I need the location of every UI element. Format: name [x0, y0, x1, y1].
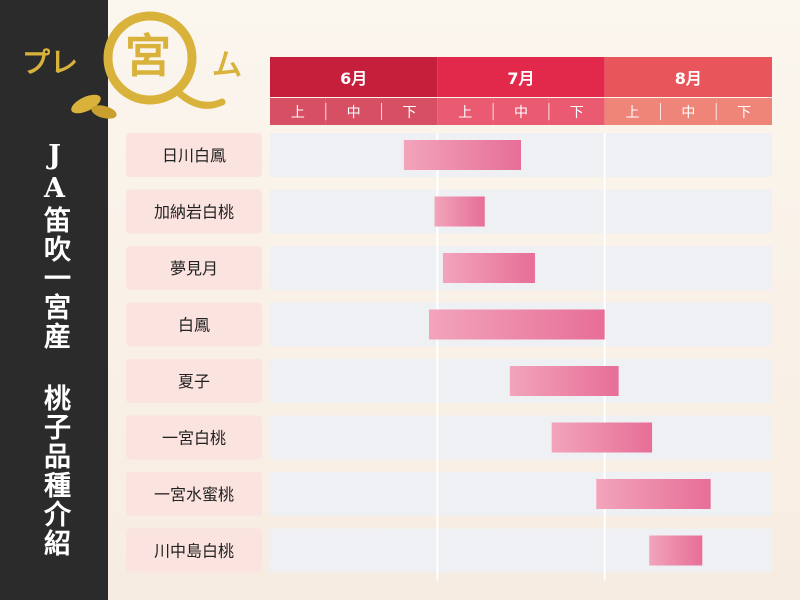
month-label: 6月	[340, 69, 367, 88]
page-title: JA笛吹一宮産 桃子品種介紹	[39, 140, 70, 558]
month-header	[604, 57, 772, 97]
period-label: 下	[570, 105, 584, 121]
month-label: 7月	[507, 69, 534, 88]
period-label: 中	[347, 105, 361, 121]
variety-label-box	[126, 246, 262, 290]
logo-text-left: プレ	[22, 46, 78, 79]
period-header	[716, 98, 772, 125]
variety-label-box	[126, 528, 262, 573]
period-header	[493, 98, 549, 125]
period-label: 上	[458, 105, 472, 121]
variety-label: 白鳳	[178, 316, 210, 335]
variety-label-box	[126, 302, 262, 347]
harvest-bar	[442, 253, 535, 283]
month-header	[437, 57, 605, 97]
month-header	[270, 57, 438, 97]
logo-ring	[103, 11, 197, 105]
variety-label-box	[126, 472, 262, 516]
period-header	[325, 98, 382, 125]
variety-label-box	[126, 133, 262, 177]
period-header	[660, 98, 717, 125]
period-header	[548, 98, 605, 125]
variety-label-box	[126, 415, 262, 460]
leaf-icon	[91, 105, 117, 119]
period-label: 下	[737, 105, 751, 121]
variety-label-box	[126, 189, 262, 234]
period-header	[381, 98, 438, 125]
variety-label: 加納岩白桃	[154, 203, 234, 222]
harvest-bar	[509, 366, 619, 396]
harvest-bar	[403, 140, 521, 170]
harvest-bar	[596, 479, 711, 509]
period-header	[270, 98, 326, 125]
logo-tail	[174, 88, 226, 109]
variety-label: 一宮白桃	[162, 429, 226, 448]
chart-row	[270, 189, 772, 234]
month-label: 8月	[675, 69, 702, 88]
variety-label: 夏子	[178, 372, 210, 391]
logo-text-right: ム	[212, 48, 242, 83]
period-header	[604, 98, 661, 125]
period-label: 上	[291, 105, 305, 121]
period-label: 中	[514, 105, 528, 121]
harvest-bar	[551, 422, 653, 453]
brand-logo: プレ 宮 ム	[22, 11, 242, 119]
chart-row	[270, 415, 772, 460]
period-label: 下	[402, 105, 416, 121]
period-label: 中	[681, 105, 695, 121]
period-label: 上	[626, 105, 640, 121]
leaf-icon	[71, 94, 101, 114]
harvest-bar	[428, 309, 605, 340]
harvest-bar	[434, 196, 485, 227]
variety-label: 川中島白桃	[154, 542, 234, 561]
variety-label: 日川白鳳	[162, 146, 226, 165]
variety-label-box	[126, 359, 262, 403]
harvest-bar	[649, 535, 703, 566]
variety-label: 夢見月	[170, 259, 218, 278]
logo-text-center: 宮	[125, 29, 171, 83]
variety-label: 一宮水蜜桃	[154, 485, 234, 504]
period-header	[437, 98, 494, 125]
